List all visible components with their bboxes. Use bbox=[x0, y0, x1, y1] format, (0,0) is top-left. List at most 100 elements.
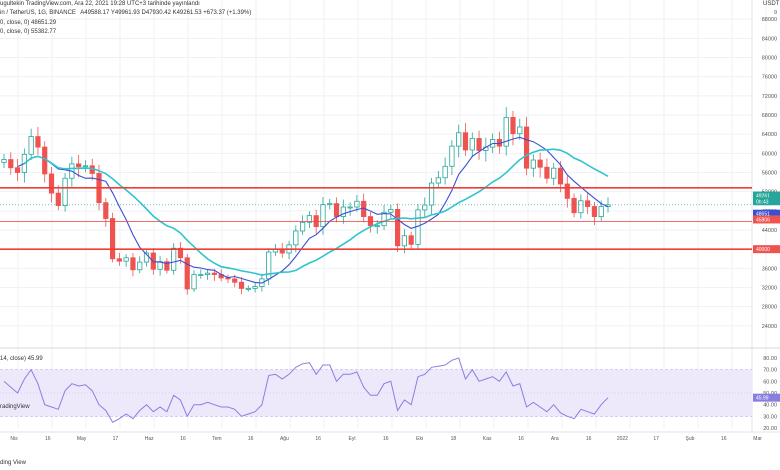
candle-body[interactable] bbox=[327, 203, 333, 206]
candle-body[interactable] bbox=[14, 167, 21, 173]
symbol-title[interactable]: in / TetherUS, 1G, BINANCE bbox=[0, 10, 76, 16]
time-axis-label: Eyl bbox=[349, 436, 356, 442]
candle-body[interactable] bbox=[388, 208, 394, 213]
candle-body[interactable] bbox=[293, 230, 299, 246]
candle-body[interactable] bbox=[449, 145, 455, 167]
candle-body[interactable] bbox=[469, 138, 475, 151]
ma2-legend[interactable]: 0, close, 0) 55382.77 bbox=[0, 29, 59, 35]
candle-body[interactable] bbox=[435, 177, 441, 184]
time-axis-label: 16 bbox=[248, 436, 254, 442]
candle-body[interactable] bbox=[503, 116, 509, 147]
candle-body[interactable] bbox=[381, 211, 387, 227]
candle-body[interactable] bbox=[48, 173, 55, 194]
candle-body[interactable] bbox=[462, 132, 469, 151]
candle-body[interactable] bbox=[306, 215, 312, 223]
candle-body[interactable] bbox=[530, 159, 536, 169]
candle-body[interactable] bbox=[442, 165, 448, 179]
candle-body[interactable] bbox=[428, 182, 435, 206]
candle-body[interactable] bbox=[109, 218, 116, 260]
candle-body[interactable] bbox=[347, 206, 353, 209]
candle-body[interactable] bbox=[130, 257, 136, 271]
candle-body[interactable] bbox=[238, 281, 245, 289]
candle-body[interactable] bbox=[252, 286, 258, 289]
candle-body[interactable] bbox=[62, 177, 68, 206]
candle-body[interactable] bbox=[571, 197, 577, 214]
candle-body[interactable] bbox=[225, 277, 231, 280]
time-axis-label: 16 bbox=[586, 436, 592, 442]
candle-body[interactable] bbox=[354, 200, 360, 208]
candle-body[interactable] bbox=[103, 202, 109, 219]
time-axis-label: 16 bbox=[315, 436, 321, 442]
candle-body[interactable] bbox=[164, 261, 170, 271]
time-axis-label: Ağu bbox=[280, 436, 289, 442]
candle-body[interactable] bbox=[564, 183, 570, 199]
time-axis-label: 17 bbox=[113, 436, 119, 442]
candle-body[interactable] bbox=[537, 159, 543, 168]
candle-body[interactable] bbox=[510, 116, 516, 135]
rsi-label: 14, close) 45.99 bbox=[0, 356, 43, 362]
candle-body[interactable] bbox=[35, 136, 41, 148]
candle-body[interactable] bbox=[211, 272, 217, 275]
price-axis-label: 9 bbox=[774, 10, 777, 16]
candle-body[interactable] bbox=[557, 167, 564, 185]
candle-body[interactable] bbox=[116, 258, 122, 262]
candle-body[interactable] bbox=[551, 167, 557, 179]
candle-body[interactable] bbox=[137, 261, 143, 271]
candle-body[interactable] bbox=[517, 126, 523, 135]
candle-body[interactable] bbox=[198, 274, 204, 276]
candle-body[interactable] bbox=[191, 274, 197, 290]
candle-body[interactable] bbox=[598, 206, 604, 217]
time-axis-label: 18 bbox=[451, 436, 457, 442]
rsi-line[interactable] bbox=[3, 357, 609, 423]
candle-body[interactable] bbox=[245, 288, 251, 290]
candle-body[interactable] bbox=[523, 126, 530, 169]
candle-body[interactable] bbox=[8, 159, 14, 169]
price-axis-label: 80000 bbox=[762, 56, 777, 62]
candle-body[interactable] bbox=[456, 132, 462, 147]
candle-body[interactable] bbox=[55, 192, 61, 206]
candle-body[interactable] bbox=[578, 200, 584, 214]
rsi-axis-label: 40.00 bbox=[763, 403, 777, 409]
candle-body[interactable] bbox=[123, 257, 129, 262]
candle-body[interactable] bbox=[320, 204, 326, 228]
currency-label: USDT bbox=[763, 1, 780, 7]
rsi-band bbox=[0, 369, 752, 417]
price-badge bbox=[753, 209, 780, 218]
candle-body[interactable] bbox=[204, 272, 211, 275]
ma-short-line[interactable] bbox=[17, 136, 609, 284]
candle-body[interactable] bbox=[333, 203, 340, 217]
tradingview-watermark: radingView bbox=[0, 404, 33, 410]
candle-body[interactable] bbox=[374, 225, 380, 228]
candle-body[interactable] bbox=[232, 278, 238, 283]
price-axis-label: 24000 bbox=[762, 324, 777, 330]
time-axis-label: 16 bbox=[180, 436, 186, 442]
candle-body[interactable] bbox=[408, 235, 414, 245]
candle-body[interactable] bbox=[1, 159, 7, 163]
footer-label: ding View bbox=[0, 460, 29, 466]
candle-body[interactable] bbox=[585, 200, 591, 207]
candle-body[interactable] bbox=[300, 221, 306, 232]
price-axis-label: 32000 bbox=[762, 286, 777, 292]
ma1-legend[interactable]: 0, close, 0) 48651.29 bbox=[0, 20, 59, 26]
candle-body[interactable] bbox=[544, 166, 550, 179]
candle-body[interactable] bbox=[82, 165, 89, 168]
candle-body[interactable] bbox=[76, 163, 82, 168]
price-badge-text: 0h:43 bbox=[756, 199, 769, 205]
candle-body[interactable] bbox=[422, 204, 428, 211]
rsi-legend[interactable]: 14, close) 45.99 bbox=[0, 356, 46, 362]
candle-body[interactable] bbox=[401, 235, 408, 247]
candle-body[interactable] bbox=[340, 206, 346, 217]
time-axis-label: Ara bbox=[551, 436, 559, 442]
candle-body[interactable] bbox=[591, 206, 598, 217]
price-badge-text: 45806 bbox=[756, 217, 770, 223]
ma-long-line[interactable] bbox=[23, 148, 609, 276]
header-published: ugultekin TradingView.com, Ara 22, 2021 … bbox=[0, 1, 203, 7]
candle-body[interactable] bbox=[476, 138, 482, 151]
candle-body[interactable] bbox=[28, 136, 34, 155]
time-axis-label: 16 bbox=[45, 436, 51, 442]
candle-body[interactable] bbox=[184, 257, 190, 290]
candle-body[interactable] bbox=[171, 247, 177, 271]
candle-body[interactable] bbox=[395, 208, 401, 247]
candle-body[interactable] bbox=[177, 247, 184, 259]
